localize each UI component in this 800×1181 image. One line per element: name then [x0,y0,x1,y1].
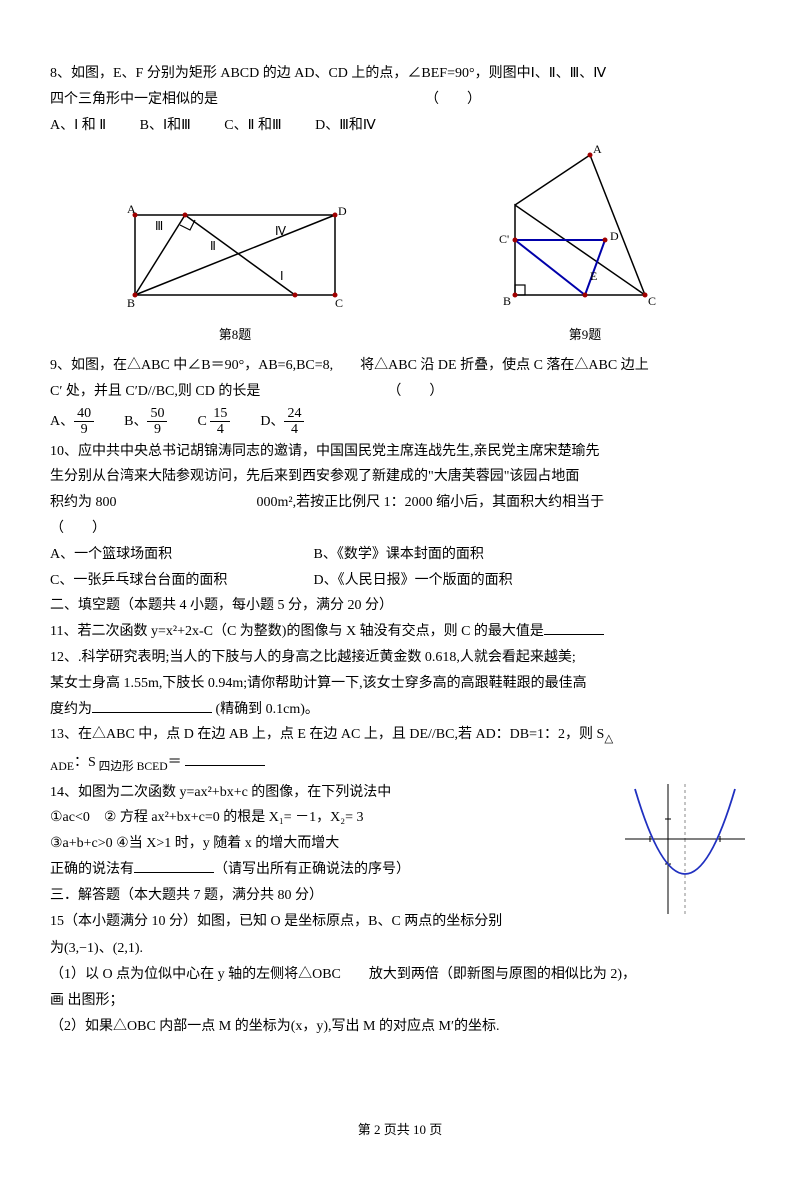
q8-options: A、Ⅰ 和 Ⅱ B、Ⅰ和Ⅲ C、Ⅱ 和Ⅲ D、Ⅲ和Ⅳ [50,114,750,138]
svg-text:C': C' [499,232,509,246]
q15-l3: （1）以 O 点为位似中心在 y 轴的左侧将△OBC 放大到两倍（即新图与原图的… [50,963,750,987]
q15-l1: 15（本小题满分 10 分）如图，已知 O 是坐标原点，B、C 两点的坐标分别 [50,910,620,934]
q12-l2: 某女士身高 1.55m,下肢长 0.94m;请你帮助计算一下,该女士穿多高的高跟… [50,672,750,696]
q13-l2: ADE：S 四边形 BCED＝ [50,751,750,777]
q9-line2: C′ 处，并且 C′D//BC,则 CD 的长是 （ ） [50,380,750,404]
q10-opts1: A、一个篮球场面积 B、《数学》课本封面的面积 [50,543,750,567]
fig8-wrap: A D B C Ⅲ Ⅱ Ⅳ Ⅰ 第8题 [125,205,345,346]
q13-l1: 13、在△ABC 中，点 D 在边 AB 上，点 E 在边 AC 上，且 DE/… [50,723,750,749]
section3-heading: 三．解答题（本大题共 7 题，满分共 80 分） [50,884,620,908]
q14-blank[interactable] [134,858,214,873]
svg-text:Ⅰ: Ⅰ [280,269,284,283]
svg-text:B: B [127,296,135,310]
fig9-caption: 第9题 [495,324,675,346]
q10-l4: （ ） [50,517,750,541]
q10-l1: 10、应中共中央总书记胡锦涛同志的邀请，中国国民党主席连战先生,亲民党主席宋楚瑜… [50,440,750,464]
q9-line1: 9、如图，在△ABC 中∠B＝90°，AB=6,BC=8, 将△ABC 沿 DE… [50,354,750,378]
fig14-svg [620,779,750,919]
q11-blank[interactable] [544,620,604,635]
q9-optA: A、409 [50,406,94,438]
svg-text:B: B [503,294,511,308]
q12-l1: 12、.科学研究表明;当人的下肢与人的身高之比越接近黄金数 0.618,人就会看… [50,646,750,670]
fig8-caption: 第8题 [125,324,345,346]
q9-l2: C′ 处，并且 C′D//BC,则 CD 的长是 [50,384,260,399]
q9-optB: B、509 [124,406,167,438]
q8-line1: 8、如图，E、F 分别为矩形 ABCD 的边 AD、CD 上的点，∠BEF=90… [50,62,750,86]
svg-text:C: C [335,296,343,310]
fig14-wrap [620,779,750,928]
svg-text:Ⅱ: Ⅱ [210,239,216,253]
q8-optB: B、Ⅰ和Ⅲ [140,114,191,138]
q9-paren: （ ） [387,384,443,399]
q11: 11、若二次函数 y=x²+2x-C（C 为整数)的图像与 X 轴没有交点，则 … [50,620,750,644]
svg-text:Ⅳ: Ⅳ [275,224,286,238]
q14-l2: ①ac<0 ② 方程 ax²+bx+c=0 的根是 X₁= －1，X₂= 3 [50,806,620,830]
q8-paren: （ ） [425,92,481,107]
q14-l3: ③a+b+c>0 ④当 X>1 时，y 随着 x 的增大而增大 [50,832,620,856]
q15-l5: （2）如果△OBC 内部一点 M 的坐标为(x，y),写出 M 的对应点 M′的… [50,1015,750,1039]
fig9-wrap: A B C C' D E 第9题 [495,145,675,346]
q10-optA: A、一个篮球场面积 [50,543,310,567]
q9-post: 将△ABC 沿 DE 折叠，使点 C 落在△ABC 边上 [360,358,649,373]
q8-line2: 四个三角形中一定相似的是 （ ） [50,88,750,112]
q14-block: 14、如图为二次函数 y=ax²+bx+c 的图像，在下列说法中 ①ac<0 ②… [50,779,750,936]
q10-optB: B、《数学》课本封面的面积 [314,547,484,562]
q10-l2: 生分别从台湾来大陆参观访问，先后来到西安参观了新建成的"大唐芙蓉园"该园占地面 [50,465,750,489]
svg-text:A: A [127,202,136,216]
q15-l2: 为(3,−1)、(2,1). [50,937,750,961]
q14-l4: 正确的说法有（请写出所有正确说法的序号） [50,858,620,882]
svg-text:E: E [590,269,597,283]
q10-optC: C、一张乒乓球台台面的面积 [50,569,310,593]
q10-opts2: C、一张乒乓球台台面的面积 D、《人民日报》一个版面的面积 [50,569,750,593]
q10-l3: 积约为 800000m²,若按正比例尺 1：2000 缩小后，其面积大约相当于 [50,491,750,515]
q9-optD: D、244 [260,406,304,438]
q10-optD: D、《人民日报》一个版面的面积 [314,573,513,588]
page-footer: 第 2 页共 10 页 [50,1119,750,1141]
fig9-svg: A B C C' D E [495,145,675,315]
svg-text:C: C [648,294,656,308]
q8-optA: A、Ⅰ 和 Ⅱ [50,114,106,138]
q13-blank[interactable] [185,751,265,766]
figures-row: A D B C Ⅲ Ⅱ Ⅳ Ⅰ 第8题 A B C [50,145,750,346]
q8-stem2: 四个三角形中一定相似的是 [50,92,218,107]
q9-optC: C 154 [197,406,230,438]
q8-optC: C、Ⅱ 和Ⅲ [224,114,281,138]
q14-l1: 14、如图为二次函数 y=ax²+bx+c 的图像，在下列说法中 [50,781,620,805]
q8-optD: D、Ⅲ和Ⅳ [315,114,376,138]
svg-text:D: D [338,204,347,218]
q9-options: A、409 B、509 C 154 D、244 [50,406,750,438]
svg-text:A: A [593,142,602,156]
svg-text:Ⅲ: Ⅲ [155,219,163,233]
q15-l4: 画 出图形； [50,989,750,1013]
q12-l3: 度约为 (精确到 0.1cm)。 [50,698,750,722]
q9-pre: 9、如图，在△ABC 中∠B＝90°，AB=6,BC=8, [50,358,333,373]
svg-text:D: D [610,229,619,243]
section2-heading: 二、填空题（本题共 4 小题，每小题 5 分，满分 20 分） [50,594,750,618]
fig8-svg: A D B C Ⅲ Ⅱ Ⅳ Ⅰ [125,205,345,315]
q12-blank[interactable] [92,698,212,713]
